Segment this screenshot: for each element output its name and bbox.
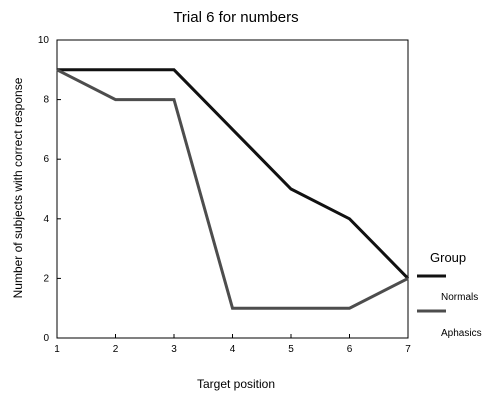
axes bbox=[56, 39, 409, 339]
y-axis-ticks: 0 2 4 6 8 10 bbox=[38, 35, 61, 344]
y-tick-label: 8 bbox=[43, 95, 49, 106]
chart-title: Trial 6 for numbers bbox=[173, 9, 298, 26]
x-axis-title: Target position bbox=[197, 377, 275, 391]
x-tick-label: 2 bbox=[113, 344, 119, 355]
legend-label-normals: Normals bbox=[441, 292, 478, 303]
x-tick-label: 3 bbox=[171, 344, 177, 355]
y-tick-label: 0 bbox=[43, 333, 49, 344]
legend: Group Normals Aphasics bbox=[417, 250, 482, 339]
y-tick-label: 6 bbox=[43, 154, 49, 165]
x-tick-label: 1 bbox=[54, 344, 60, 355]
y-tick-label: 2 bbox=[43, 273, 49, 284]
series-line-normals bbox=[57, 68, 410, 280]
x-tick-label: 4 bbox=[230, 344, 236, 355]
x-axis-ticks: 1 2 3 4 5 6 7 bbox=[54, 334, 411, 355]
y-tick-label: 4 bbox=[43, 214, 49, 225]
legend-label-aphasics: Aphasics bbox=[441, 328, 482, 339]
x-tick-label: 5 bbox=[288, 344, 294, 355]
series-line-aphasics bbox=[56, 68, 409, 310]
plot-frame bbox=[56, 39, 409, 339]
legend-title: Group bbox=[430, 250, 466, 265]
x-tick-label: 6 bbox=[347, 344, 353, 355]
y-axis-title: Number of subjects with correct response bbox=[11, 77, 25, 298]
series-layer bbox=[56, 68, 410, 310]
x-tick-label: 7 bbox=[405, 344, 411, 355]
y-tick-label: 10 bbox=[38, 35, 50, 46]
